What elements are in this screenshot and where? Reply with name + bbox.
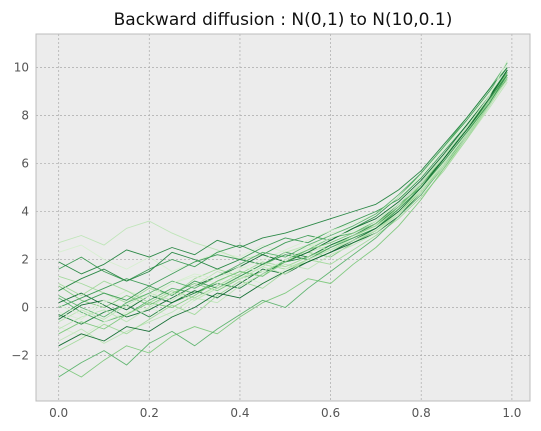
x-tick-label: 0.6 [321,406,340,420]
x-tick-label: 0.4 [230,406,249,420]
y-tick-label: 2 [21,252,29,266]
plot-frame [35,33,531,402]
x-tick-label: 1.0 [502,406,521,420]
series-line-25 [58,60,508,316]
y-tick-label: −2 [11,348,29,362]
plot-area [36,34,530,401]
y-tick-label: 10 [14,61,29,75]
y-tick-label: 8 [21,109,29,123]
series-line-20 [58,72,508,335]
y-tick-label: 4 [21,205,29,219]
series-line-12 [58,76,508,378]
chart-title: Backward diffusion : N(0,1) to N(10,0.1) [114,10,453,30]
y-tick-label: 0 [21,300,29,314]
series-line-23 [58,67,508,275]
series-line-21 [58,62,508,318]
series-line-6 [58,69,508,308]
series-line-22 [58,74,508,318]
series-group [58,60,508,378]
tick-labels: 0.0 0.2 0.4 0.6 0.8 1.0 −2 0 2 4 6 8 10 [11,61,521,420]
series-line-26 [58,79,508,330]
x-tick-label: 0.8 [412,406,431,420]
y-tick-label: 6 [21,157,29,171]
series-line-13 [58,69,508,378]
series-line-24 [58,69,508,347]
series-line-17 [58,64,508,320]
x-tick-label: 0.0 [49,406,68,420]
grid [36,34,530,401]
x-tick-label: 0.2 [140,406,159,420]
series-line-18 [58,79,508,323]
